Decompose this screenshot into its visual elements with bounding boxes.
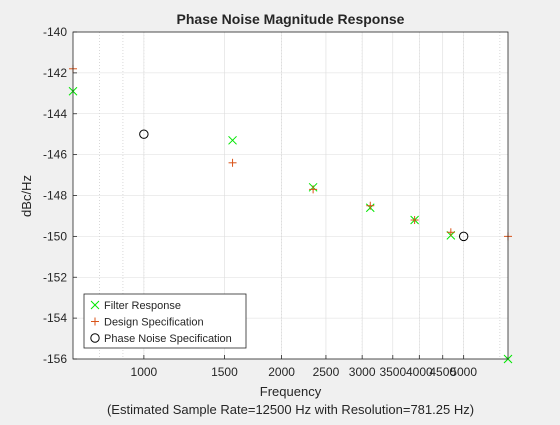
chart-title: Phase Noise Magnitude Response (177, 11, 405, 27)
x-tick-label: 1500 (211, 365, 238, 379)
design-specification-point (309, 185, 318, 194)
y-tick-label: -150 (43, 229, 67, 243)
legend-marker-design-specification (91, 317, 99, 326)
phase-noise-specification-point (458, 231, 469, 242)
y-tick-label: -144 (43, 107, 67, 121)
y-tick-label: -142 (43, 66, 67, 80)
legend-marker-phase-noise-specification (90, 333, 100, 343)
design-specification-point (366, 201, 375, 210)
design-specification-point (410, 216, 419, 225)
design-specification-point (228, 158, 237, 167)
x-tick-label: 3500 (379, 365, 406, 379)
x-tick-label: 1000 (131, 365, 158, 379)
x-tick-label: 4000 (406, 365, 433, 379)
y-tick-label: -148 (43, 189, 67, 203)
y-tick-label: -140 (43, 25, 67, 39)
x-axis-note: (Estimated Sample Rate=12500 Hz with Res… (107, 402, 474, 417)
x-axis-label: Frequency (260, 384, 322, 399)
x-tick-label: 4500 (429, 365, 456, 379)
y-axis-label: dBc/Hz (19, 175, 34, 217)
y-tick-label: -156 (43, 352, 67, 366)
legend-label-filter-response: Filter Response (104, 300, 181, 312)
legend-label-phase-noise-specification: Phase Noise Specification (104, 333, 232, 345)
legend-label-design-specification: Design Specification (104, 317, 204, 329)
x-tick-label: 2500 (313, 365, 340, 379)
phase-noise-specification-point (139, 129, 149, 139)
legend-marker-filter-response (90, 300, 100, 310)
design-specification-point (446, 228, 455, 237)
legend-box (83, 293, 247, 349)
y-tick-label: -146 (43, 148, 67, 162)
x-tick-label: 5000 (450, 365, 477, 379)
plot-frame (72, 31, 509, 360)
legend: Filter Response Design Specification Phase… (83, 293, 247, 349)
x-tick-label: 3000 (349, 365, 376, 379)
x-tick-label: 2000 (268, 365, 295, 379)
y-tick-label: -152 (43, 270, 67, 284)
filter-response-point (228, 135, 237, 145)
y-tick-label: -154 (43, 311, 67, 325)
